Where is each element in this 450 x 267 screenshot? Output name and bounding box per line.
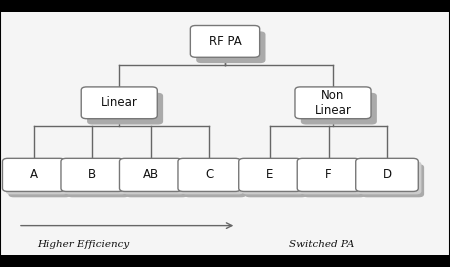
- Text: Switched PA: Switched PA: [289, 240, 355, 249]
- Text: Linear: Linear: [101, 96, 138, 109]
- FancyBboxPatch shape: [122, 161, 185, 194]
- Text: Higher Efficiency: Higher Efficiency: [37, 240, 130, 249]
- FancyBboxPatch shape: [301, 93, 377, 124]
- FancyBboxPatch shape: [303, 164, 365, 197]
- FancyBboxPatch shape: [362, 164, 424, 197]
- FancyBboxPatch shape: [64, 161, 127, 194]
- FancyBboxPatch shape: [178, 158, 240, 191]
- Text: F: F: [325, 168, 332, 181]
- Text: AB: AB: [143, 168, 159, 181]
- Text: B: B: [88, 168, 96, 181]
- FancyBboxPatch shape: [356, 158, 418, 191]
- FancyBboxPatch shape: [8, 164, 71, 197]
- FancyBboxPatch shape: [5, 161, 68, 194]
- FancyBboxPatch shape: [120, 158, 182, 191]
- Text: Non
Linear: Non Linear: [315, 89, 351, 117]
- FancyBboxPatch shape: [184, 164, 247, 197]
- FancyBboxPatch shape: [297, 158, 360, 191]
- FancyBboxPatch shape: [196, 32, 266, 63]
- Bar: [0, 0, 450, 12]
- FancyBboxPatch shape: [238, 158, 302, 191]
- FancyBboxPatch shape: [87, 93, 163, 124]
- Text: RF PA: RF PA: [209, 35, 241, 48]
- FancyBboxPatch shape: [81, 87, 157, 119]
- Text: D: D: [382, 168, 392, 181]
- FancyBboxPatch shape: [359, 161, 421, 194]
- FancyBboxPatch shape: [67, 164, 130, 197]
- FancyBboxPatch shape: [245, 164, 307, 197]
- Text: E: E: [266, 168, 274, 181]
- Text: A: A: [30, 168, 38, 181]
- FancyBboxPatch shape: [2, 158, 65, 191]
- FancyBboxPatch shape: [301, 161, 363, 194]
- FancyBboxPatch shape: [190, 26, 260, 57]
- FancyBboxPatch shape: [61, 158, 123, 191]
- FancyBboxPatch shape: [242, 161, 304, 194]
- Text: C: C: [205, 168, 213, 181]
- Bar: [0, 255, 450, 267]
- FancyBboxPatch shape: [295, 87, 371, 119]
- FancyBboxPatch shape: [125, 164, 188, 197]
- FancyBboxPatch shape: [181, 161, 244, 194]
